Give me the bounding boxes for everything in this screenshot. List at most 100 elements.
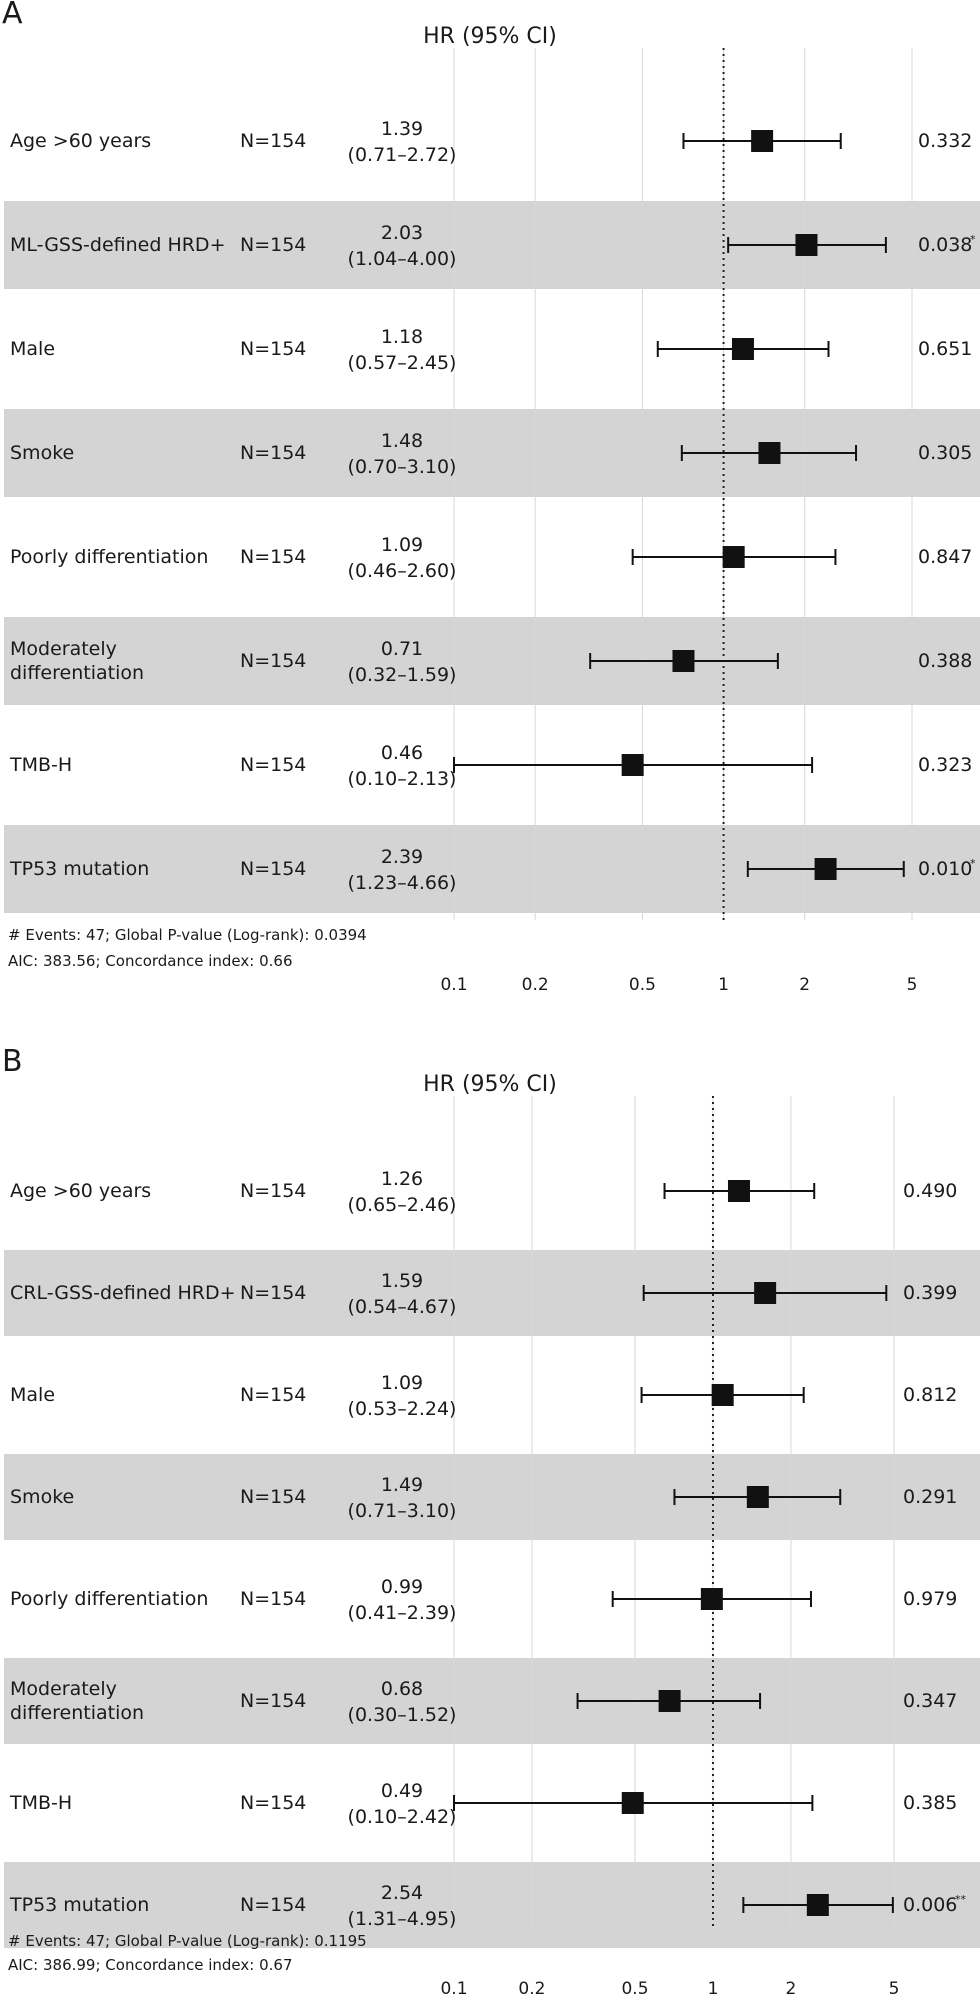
row-p-value: 0.651: [918, 338, 972, 360]
row-label: Moderately differentiation: [10, 1678, 144, 1724]
x-tick-label: 0.2: [518, 1979, 545, 1999]
x-tick-label: 0.5: [621, 1979, 648, 1999]
row-p-value: 0.490: [903, 1180, 957, 1202]
row-p-value: 0.847: [918, 546, 972, 568]
row-hr-value: 1.49: [381, 1474, 423, 1496]
hr-point: [722, 546, 745, 568]
hr-point: [621, 1792, 644, 1814]
row-p-value: 0.385: [903, 1792, 957, 1814]
row-hr-value: 0.68: [381, 1678, 423, 1700]
hr-point: [754, 1282, 777, 1304]
hr-header-a: HR (95% CI): [423, 24, 557, 49]
row-ci-value: (0.10–2.42): [348, 1806, 457, 1828]
row-label: TMB-H: [9, 1792, 72, 1814]
row-ci-value: (0.32–1.59): [348, 664, 457, 686]
row-n: N=154: [240, 1690, 306, 1712]
row-p-value: 0.323: [918, 754, 972, 776]
row-ci-value: (0.53–2.24): [348, 1398, 457, 1420]
row-ci-value: (0.70–3.10): [348, 456, 457, 478]
row-label: Smoke: [10, 442, 74, 464]
row-hr-value: 0.99: [381, 1576, 423, 1598]
footer-aic-b: AIC: 386.99; Concordance index: 0.67: [8, 1956, 293, 1974]
row-hr-value: 0.49: [381, 1780, 423, 1802]
row-label: Poorly differentiation: [10, 1588, 208, 1610]
row-p-value: 0.010: [918, 858, 972, 880]
x-tick-label: 5: [907, 975, 918, 995]
row-p-value: 0.347: [903, 1690, 957, 1712]
hr-point: [795, 234, 818, 256]
row-ci-value: (0.10–2.13): [348, 768, 457, 790]
row-label: TP53 mutation: [9, 1894, 149, 1916]
row-ci-value: (0.57–2.45): [348, 352, 457, 374]
row-n: N=154: [240, 234, 306, 256]
row-label: Male: [10, 1384, 55, 1406]
row-n: N=154: [240, 1384, 306, 1406]
row-hr-value: 1.39: [381, 118, 423, 140]
row-p-value: 0.291: [903, 1486, 957, 1508]
row-p-value: 0.305: [918, 442, 972, 464]
row-p-value: 0.388: [918, 650, 972, 672]
row-p-value: 0.332: [918, 130, 972, 152]
x-tick-label: 1: [708, 1979, 719, 1999]
row-hr-value: 0.71: [381, 638, 423, 660]
row-n: N=154: [240, 1894, 306, 1916]
panel-label-a: A: [2, 0, 23, 31]
row-hr-value: 2.54: [381, 1882, 423, 1904]
row-band: [4, 617, 980, 705]
row-hr-value: 1.59: [381, 1270, 423, 1292]
x-tick-label: 0.5: [629, 975, 656, 995]
row-n: N=154: [240, 1792, 306, 1814]
row-n: N=154: [240, 1588, 306, 1610]
row-p-value: 0.812: [903, 1384, 957, 1406]
row-n: N=154: [240, 858, 306, 880]
row-n: N=154: [240, 1282, 306, 1304]
row-ci-value: (1.31–4.95): [348, 1908, 457, 1930]
row-label: Smoke: [10, 1486, 74, 1508]
significance-marker: *: [970, 233, 976, 246]
row-hr-value: 0.46: [381, 742, 423, 764]
row-hr-value: 1.26: [381, 1168, 423, 1190]
row-hr-value: 2.03: [381, 222, 423, 244]
x-tick-label: 2: [799, 975, 810, 995]
hr-point: [621, 754, 644, 776]
hr-point: [758, 442, 781, 464]
row-ci-value: (1.04–4.00): [348, 248, 457, 270]
forest-plot-panel-a: A HR (95% CI) Age >60 years N=154 1.39 (0.7…: [2, 0, 980, 995]
row-label: Poorly differentiation: [10, 546, 208, 568]
x-tick-label: 0.1: [440, 1979, 467, 1999]
row-label: TMB-H: [9, 754, 72, 776]
panel-label-b: B: [2, 1044, 23, 1079]
row-label: Age >60 years: [10, 130, 151, 152]
row-p-value: 0.979: [903, 1588, 957, 1610]
row-n: N=154: [240, 442, 306, 464]
x-tick-label: 0.1: [440, 975, 467, 995]
row-n: N=154: [240, 338, 306, 360]
row-label: CRL-GSS-defined HRD+: [10, 1282, 236, 1304]
x-tick-label: 2: [786, 1979, 797, 1999]
row-ci-value: (0.46–2.60): [348, 560, 457, 582]
hr-point: [806, 1894, 829, 1916]
row-hr-value: 1.18: [381, 326, 423, 348]
row-label: Moderately differentiation: [10, 638, 144, 684]
row-n: N=154: [240, 1180, 306, 1202]
row-hr-value: 1.09: [381, 534, 423, 556]
row-label: Male: [10, 338, 55, 360]
forest-plot-svg-a: Age >60 years N=154 1.39 (0.71–2.72) 0.332 ML…: [4, 48, 980, 995]
row-n: N=154: [240, 754, 306, 776]
row-ci-value: (0.54–4.67): [348, 1296, 457, 1318]
hr-point: [727, 1180, 750, 1202]
hr-point: [746, 1486, 769, 1508]
hr-point: [751, 130, 774, 152]
footer-events-b: # Events: 47; Global P-value (Log-rank):…: [8, 1932, 367, 1950]
forest-plot-svg-b: Age >60 years N=154 1.26 (0.65–2.46) 0.490 CR…: [4, 1096, 980, 1999]
row-n: N=154: [240, 650, 306, 672]
row-band: [4, 1658, 980, 1744]
significance-marker: **: [955, 1893, 967, 1906]
x-tick-label: 0.2: [522, 975, 549, 995]
significance-marker: *: [970, 857, 976, 870]
hr-point: [711, 1384, 734, 1406]
row-hr-value: 1.09: [381, 1372, 423, 1394]
row-ci-value: (0.41–2.39): [348, 1602, 457, 1624]
footer-events-a: # Events: 47; Global P-value (Log-rank):…: [8, 926, 367, 944]
row-label: ML-GSS-defined HRD+: [10, 234, 226, 256]
